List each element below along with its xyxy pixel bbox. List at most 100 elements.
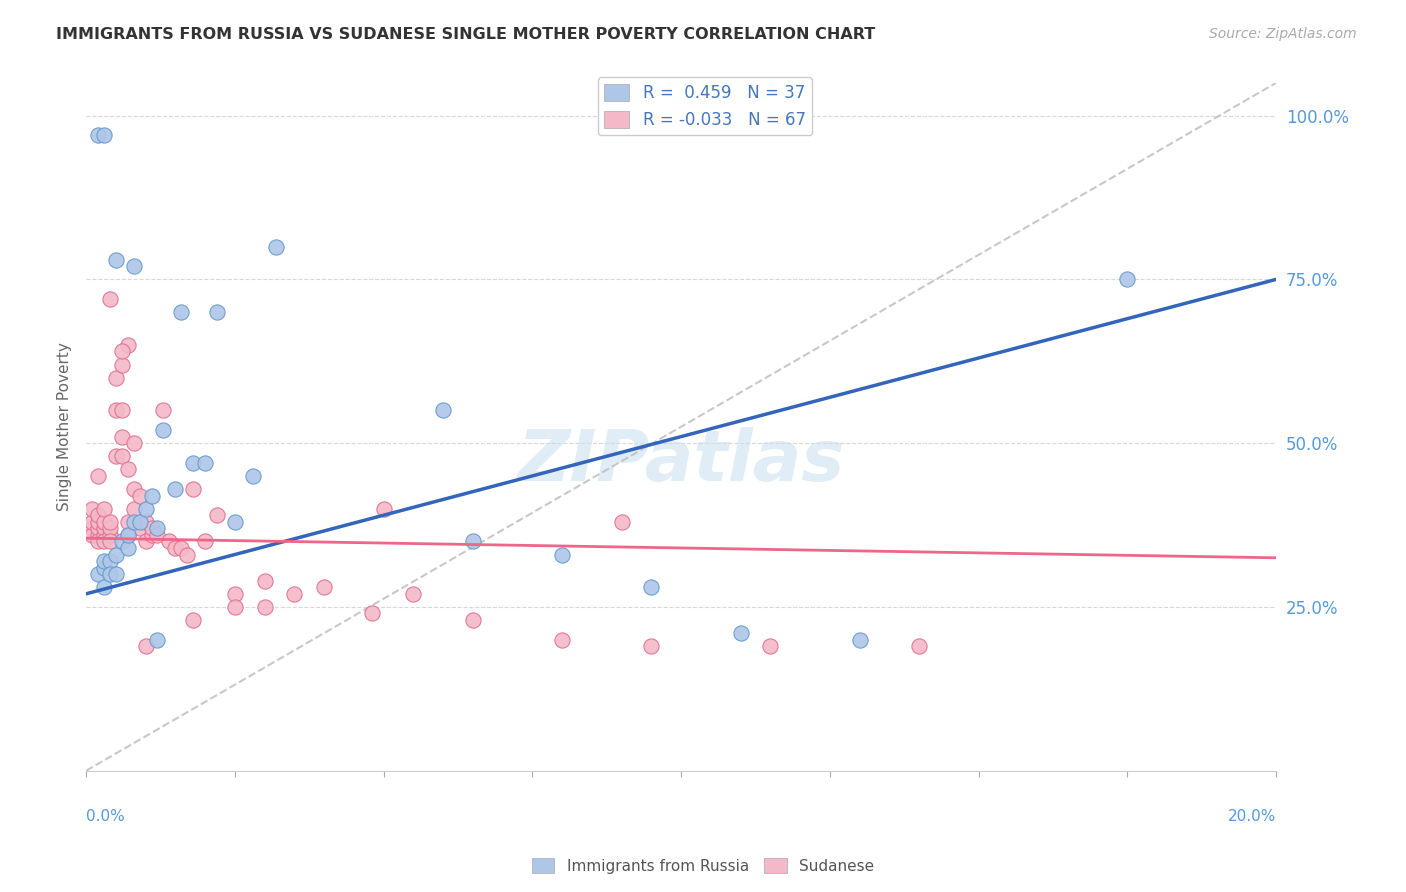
Point xyxy=(122,482,145,496)
Point xyxy=(111,429,134,443)
Point xyxy=(224,599,246,614)
Point xyxy=(117,515,139,529)
Point xyxy=(98,567,121,582)
Point xyxy=(266,239,288,253)
Point xyxy=(111,344,134,359)
Point xyxy=(122,260,145,274)
Point xyxy=(104,548,127,562)
Text: 0.0%: 0.0% xyxy=(86,808,125,823)
Point xyxy=(146,632,169,647)
Point xyxy=(551,548,574,562)
Point xyxy=(122,515,145,529)
Point xyxy=(283,587,305,601)
Text: IMMIGRANTS FROM RUSSIA VS SUDANESE SINGLE MOTHER POVERTY CORRELATION CHART: IMMIGRANTS FROM RUSSIA VS SUDANESE SINGL… xyxy=(56,27,876,42)
Point xyxy=(111,403,134,417)
Point xyxy=(461,613,484,627)
Point xyxy=(181,456,204,470)
Point xyxy=(205,305,228,319)
Point xyxy=(848,632,870,647)
Point xyxy=(170,305,193,319)
Point xyxy=(93,560,115,574)
Point xyxy=(141,528,163,542)
Point xyxy=(87,534,110,549)
Point xyxy=(104,252,127,267)
Point xyxy=(111,449,134,463)
Point xyxy=(165,541,187,555)
Point xyxy=(87,567,110,582)
Point xyxy=(908,639,931,653)
Point xyxy=(373,501,395,516)
Point xyxy=(93,515,115,529)
Point xyxy=(93,534,115,549)
Point xyxy=(104,449,127,463)
Point xyxy=(135,639,157,653)
Point xyxy=(93,501,115,516)
Point xyxy=(122,501,145,516)
Point xyxy=(104,403,127,417)
Point xyxy=(128,489,150,503)
Point xyxy=(93,528,115,542)
Point xyxy=(117,462,139,476)
Point xyxy=(402,587,425,601)
Point xyxy=(432,403,454,417)
Point xyxy=(80,521,103,535)
Point xyxy=(152,423,174,437)
Text: 20.0%: 20.0% xyxy=(1227,808,1277,823)
Point xyxy=(224,515,246,529)
Point xyxy=(117,528,139,542)
Point xyxy=(128,521,150,535)
Point xyxy=(640,580,662,594)
Point xyxy=(80,528,103,542)
Point xyxy=(610,515,633,529)
Point xyxy=(117,541,139,555)
Point xyxy=(135,515,157,529)
Point xyxy=(194,534,217,549)
Point xyxy=(312,580,335,594)
Point xyxy=(170,541,193,555)
Point xyxy=(104,567,127,582)
Point xyxy=(87,469,110,483)
Point xyxy=(87,128,110,143)
Point xyxy=(135,501,157,516)
Point xyxy=(141,489,163,503)
Legend: R =  0.459   N = 37, R = -0.033   N = 67: R = 0.459 N = 37, R = -0.033 N = 67 xyxy=(598,78,813,136)
Point xyxy=(253,574,276,588)
Point xyxy=(117,338,139,352)
Point xyxy=(93,128,115,143)
Point xyxy=(165,482,187,496)
Point xyxy=(98,292,121,306)
Point xyxy=(146,528,169,542)
Point xyxy=(152,403,174,417)
Point xyxy=(98,554,121,568)
Point xyxy=(194,456,217,470)
Point xyxy=(205,508,228,523)
Point xyxy=(80,501,103,516)
Point xyxy=(181,482,204,496)
Point xyxy=(87,521,110,535)
Point xyxy=(759,639,782,653)
Point xyxy=(135,534,157,549)
Legend: Immigrants from Russia, Sudanese: Immigrants from Russia, Sudanese xyxy=(526,852,880,880)
Point xyxy=(253,599,276,614)
Point xyxy=(117,528,139,542)
Point xyxy=(176,548,198,562)
Point xyxy=(93,580,115,594)
Point xyxy=(181,613,204,627)
Point xyxy=(224,587,246,601)
Point xyxy=(360,607,382,621)
Text: ZIPatlas: ZIPatlas xyxy=(517,426,845,496)
Text: Source: ZipAtlas.com: Source: ZipAtlas.com xyxy=(1209,27,1357,41)
Point xyxy=(80,515,103,529)
Point xyxy=(730,626,752,640)
Point xyxy=(111,358,134,372)
Point xyxy=(128,515,150,529)
Point xyxy=(111,534,134,549)
Point xyxy=(122,436,145,450)
Point xyxy=(98,534,121,549)
Point xyxy=(157,534,180,549)
Point xyxy=(146,521,169,535)
Point xyxy=(93,554,115,568)
Point xyxy=(87,515,110,529)
Point xyxy=(640,639,662,653)
Point xyxy=(87,528,110,542)
